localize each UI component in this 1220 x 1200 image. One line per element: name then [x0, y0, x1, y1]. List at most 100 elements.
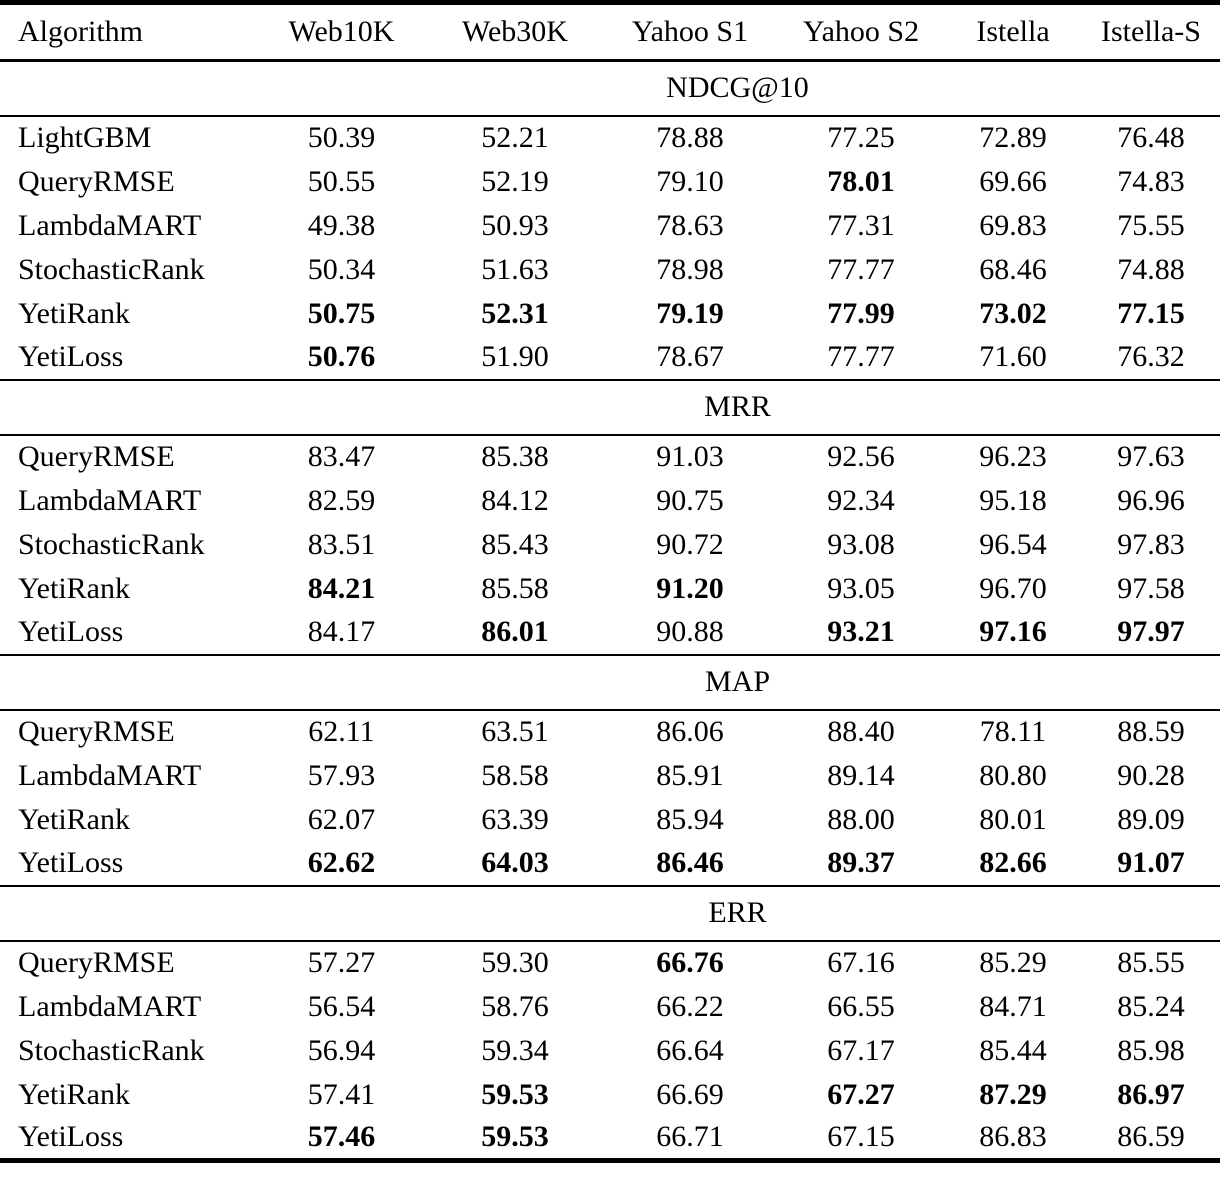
- metric-value: 79.19: [656, 296, 724, 330]
- metric-value: 74.83: [1117, 164, 1185, 198]
- column-header-algorithm: Algorithm: [18, 15, 143, 48]
- table-row: YetiLoss 84.17 86.01 90.88 93.21 97.16 97.97: [0, 611, 1220, 655]
- metric-value: 88.40: [827, 715, 895, 748]
- algorithm-name: StochasticRank: [18, 1033, 205, 1067]
- metric-value: 67.17: [827, 1033, 895, 1067]
- metric-value: 74.88: [1117, 252, 1185, 286]
- metric-value: 85.43: [481, 527, 549, 561]
- table-row: YetiRank 57.41 59.53 66.69 67.27 87.29 86.97: [0, 1073, 1220, 1117]
- section-title: MAP: [704, 665, 771, 698]
- metric-value: 56.94: [307, 1033, 376, 1067]
- algorithm-name: YetiLoss: [18, 846, 124, 879]
- metric-value: 51.63: [481, 252, 549, 286]
- metric-value: 50.34: [307, 252, 376, 286]
- table-row: LightGBM 50.39 52.21 78.88 77.25 72.89 76.48: [0, 116, 1220, 160]
- metric-value: 92.34: [827, 483, 895, 517]
- metric-value: 89.14: [827, 758, 895, 792]
- header-row: Algorithm Web10K Web30K Yahoo S1 Yahoo S…: [0, 3, 1220, 61]
- metric-value: 67.15: [827, 1120, 895, 1154]
- table-row: QueryRMSE 62.11 63.51 86.06 88.40 78.11 88.59: [0, 710, 1220, 754]
- metric-value: 50.39: [307, 121, 376, 154]
- metric-value: 86.83: [979, 1120, 1047, 1154]
- section-header-row: ERR: [0, 885, 1220, 941]
- metric-value: 85.29: [979, 946, 1047, 979]
- metric-value: 83.51: [307, 527, 376, 561]
- table-row: LambdaMART 82.59 84.12 90.75 92.34 95.18 96.96: [0, 479, 1220, 523]
- metric-value: 77.15: [1117, 296, 1185, 330]
- metric-value: 57.46: [307, 1120, 376, 1154]
- table-body: NDCG@10 LightGBM 50.39 52.21 78.88 77.25 72.89…: [0, 60, 1220, 1161]
- metric-value: 79.10: [656, 164, 724, 198]
- column-header-yahoo-s2: Yahoo S2: [802, 15, 920, 48]
- algorithm-name: YetiLoss: [18, 1120, 124, 1154]
- metric-value: 84.17: [307, 615, 376, 648]
- metric-value: 57.41: [307, 1077, 376, 1111]
- metric-value: 85.58: [481, 571, 549, 605]
- metric-value: 77.77: [827, 252, 895, 286]
- metric-value: 85.24: [1117, 989, 1185, 1023]
- metric-value: 50.75: [307, 296, 376, 330]
- metric-value: 58.58: [481, 758, 549, 792]
- metric-value: 69.66: [979, 164, 1047, 198]
- table-row: QueryRMSE 50.55 52.19 79.10 78.01 69.66 74.83: [0, 160, 1220, 204]
- metric-value: 91.07: [1117, 846, 1185, 879]
- algorithm-name: QueryRMSE: [18, 440, 175, 473]
- metric-value: 69.83: [979, 208, 1047, 242]
- algorithm-name: YetiRank: [18, 571, 130, 605]
- metric-value: 84.21: [307, 571, 376, 605]
- metric-value: 82.59: [307, 483, 376, 517]
- column-header-istella-s: Istella-S: [1101, 15, 1201, 48]
- metric-value: 50.93: [481, 208, 549, 242]
- section-header-spacer: [0, 886, 255, 941]
- metric-value: 97.58: [1117, 571, 1185, 605]
- table-row: LambdaMART 49.38 50.93 78.63 77.31 69.83 75.55: [0, 204, 1220, 248]
- metric-value: 90.88: [656, 615, 724, 648]
- metric-value: 68.46: [979, 252, 1047, 286]
- metric-value: 66.55: [827, 989, 895, 1023]
- metric-value: 67.27: [827, 1077, 895, 1111]
- algorithm-name: LambdaMART: [18, 758, 202, 792]
- metric-value: 87.29: [979, 1077, 1047, 1111]
- metric-value: 93.21: [827, 615, 895, 648]
- metric-value: 62.62: [307, 846, 376, 879]
- section-title: MRR: [704, 390, 771, 423]
- metric-value: 77.25: [827, 121, 895, 154]
- section-title: ERR: [708, 896, 767, 929]
- algorithm-name: QueryRMSE: [18, 164, 175, 198]
- table-row: YetiLoss 50.76 51.90 78.67 77.77 71.60 76.32: [0, 336, 1220, 380]
- metric-value: 78.98: [656, 252, 724, 286]
- metric-value: 88.59: [1117, 715, 1185, 748]
- metric-value: 66.76: [656, 946, 724, 979]
- table-row: YetiRank 50.75 52.31 79.19 77.99 73.02 77.15: [0, 292, 1220, 336]
- metric-value: 84.71: [979, 989, 1047, 1023]
- metric-value: 73.02: [979, 296, 1047, 330]
- metric-value: 78.67: [656, 340, 724, 373]
- metric-value: 76.32: [1117, 340, 1185, 373]
- metric-value: 84.12: [481, 483, 549, 517]
- algorithm-name: YetiLoss: [18, 615, 124, 648]
- metric-value: 88.00: [827, 802, 895, 836]
- section-header-row: NDCG@10: [0, 60, 1220, 116]
- metric-value: 95.18: [979, 483, 1047, 517]
- metric-value: 64.03: [481, 846, 549, 879]
- metric-value: 58.76: [481, 989, 549, 1023]
- table-row: YetiLoss 57.46 59.53 66.71 67.15 86.83 86.59: [0, 1117, 1220, 1161]
- table-row: YetiRank 62.07 63.39 85.94 88.00 80.01 89.09: [0, 798, 1220, 842]
- metric-value: 92.56: [827, 440, 895, 473]
- algorithm-name: QueryRMSE: [18, 946, 175, 979]
- algorithm-name: YetiRank: [18, 1077, 130, 1111]
- metric-value: 93.08: [827, 527, 895, 561]
- metric-value: 86.06: [656, 715, 724, 748]
- metric-value: 97.83: [1117, 527, 1185, 561]
- metric-value: 77.99: [827, 296, 895, 330]
- algorithm-name: LambdaMART: [18, 483, 202, 517]
- metric-value: 85.44: [979, 1033, 1047, 1067]
- metric-value: 57.27: [307, 946, 376, 979]
- metric-value: 80.80: [979, 758, 1047, 792]
- metric-value: 97.97: [1117, 615, 1185, 648]
- section-header-spacer: [0, 61, 255, 116]
- table-row: LambdaMART 56.54 58.76 66.22 66.55 84.71 85.24: [0, 985, 1220, 1029]
- metric-value: 56.54: [307, 989, 376, 1023]
- column-header-web10k: Web10K: [288, 15, 395, 48]
- metric-value: 67.16: [827, 946, 895, 979]
